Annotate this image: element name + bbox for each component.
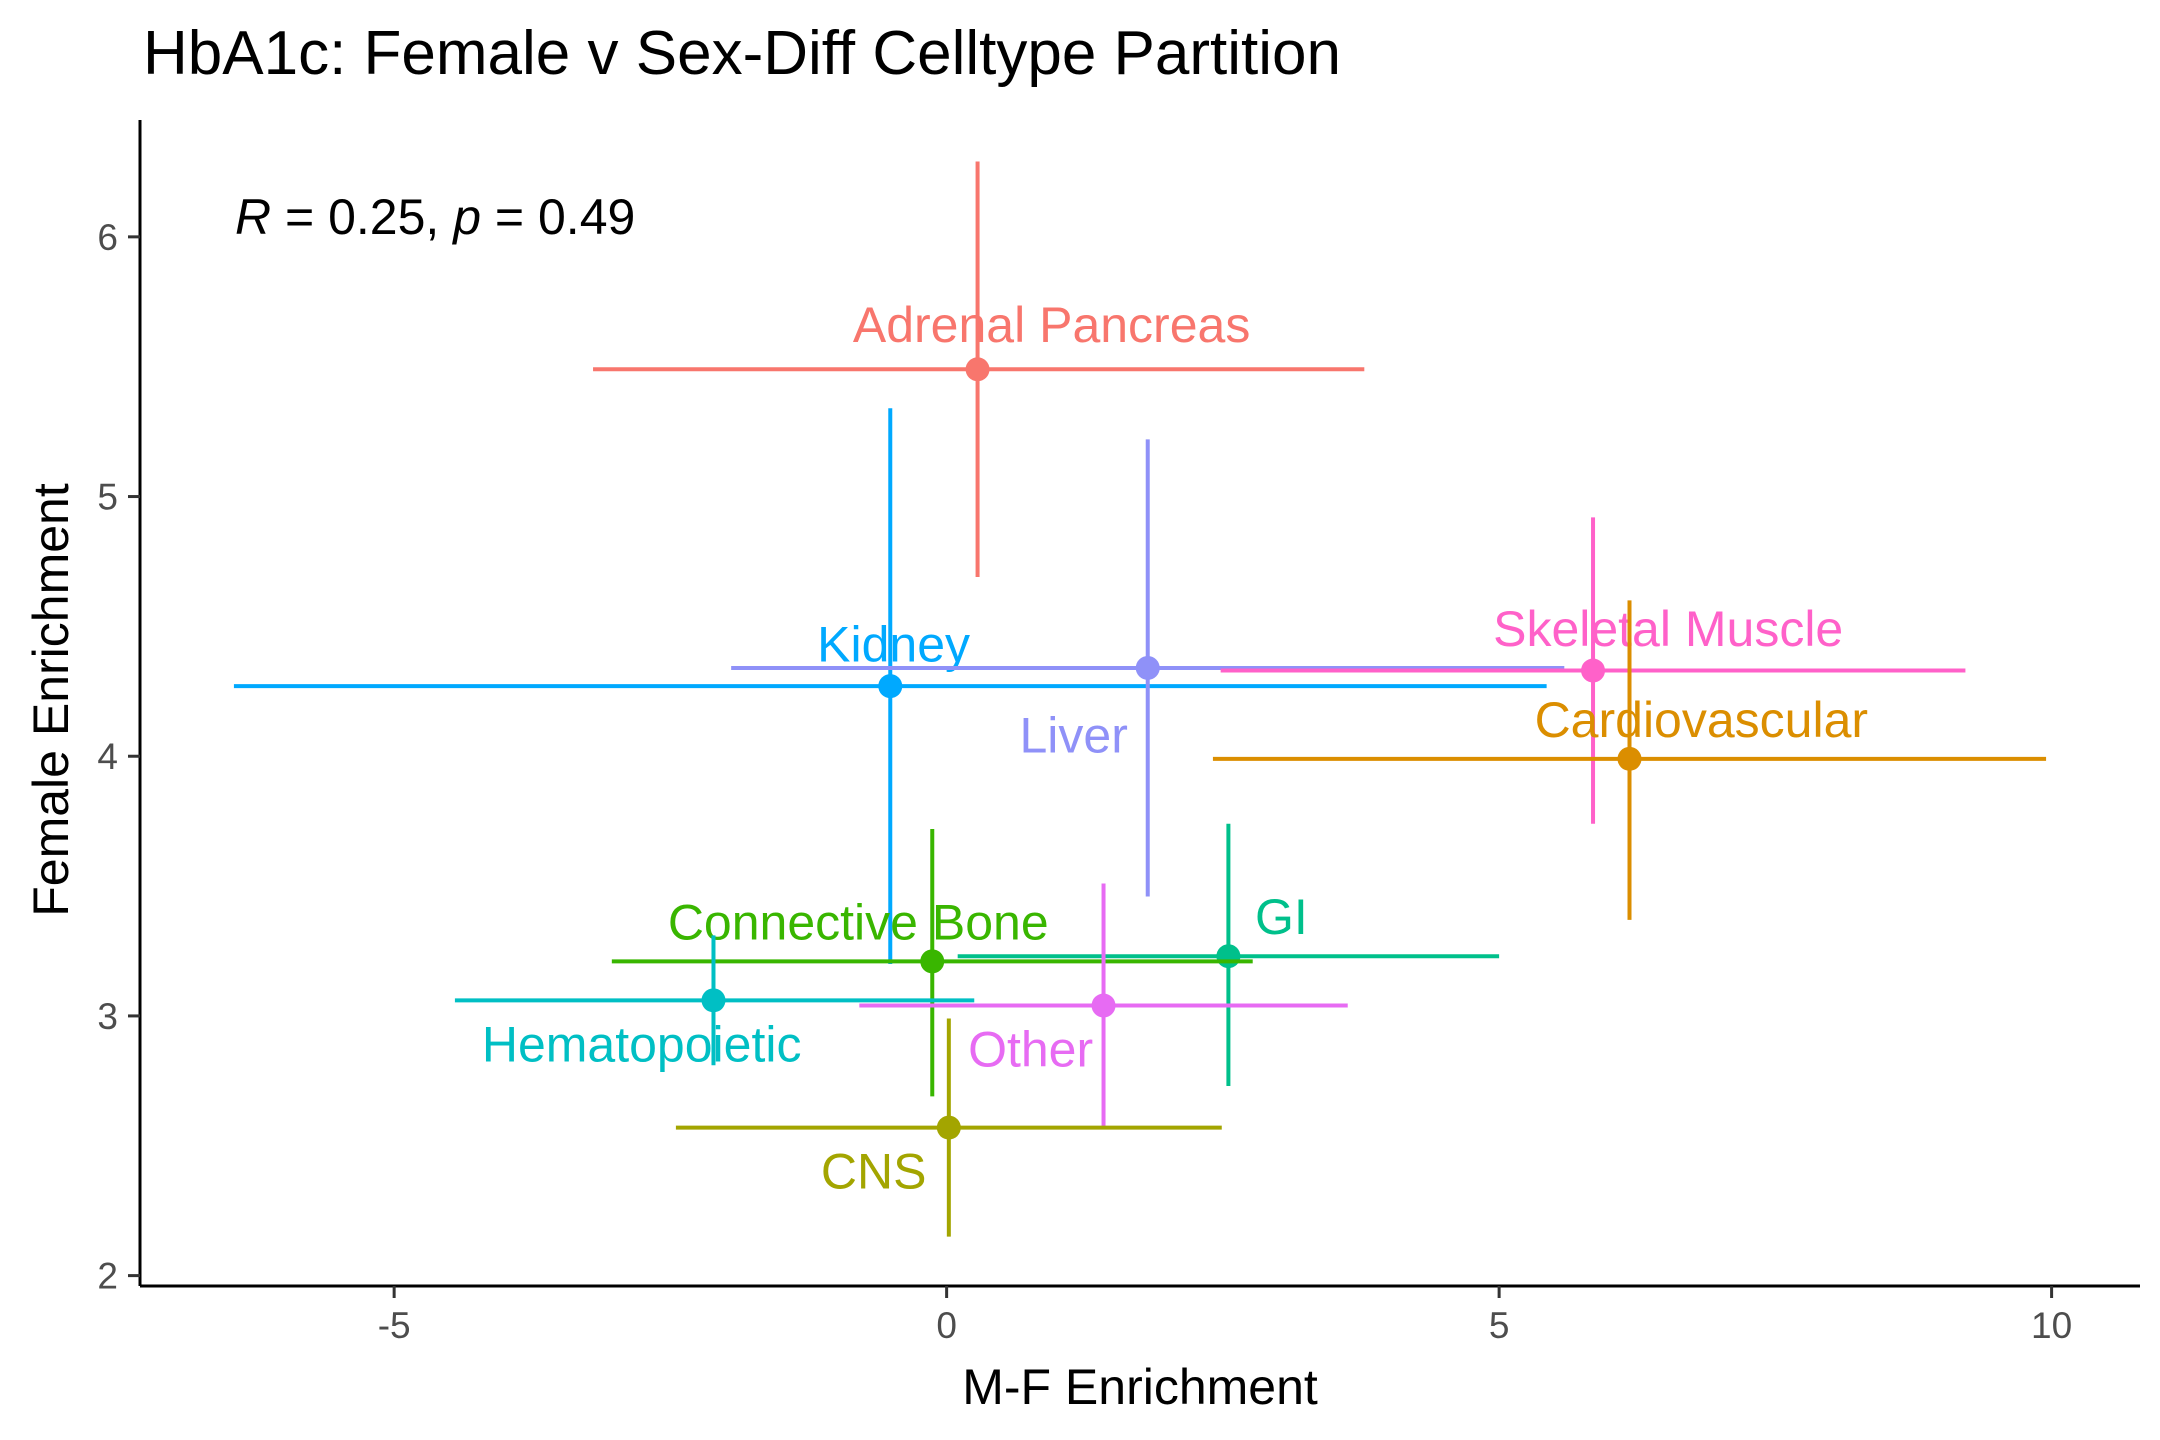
data-point xyxy=(1135,655,1160,680)
chart-title: HbA1c: Female v Sex-Diff Celltype Partit… xyxy=(143,19,1341,88)
point-label: Skeletal Muscle xyxy=(1493,601,1843,657)
point-label: Hematopoietic xyxy=(482,1016,802,1072)
point-label: CNS xyxy=(821,1144,927,1200)
y-tick-label: 5 xyxy=(97,477,118,518)
y-tick-label: 3 xyxy=(97,996,118,1037)
x-tick-label: 10 xyxy=(2031,1305,2072,1346)
data-point xyxy=(920,949,945,974)
x-axis-label: M-F Enrichment xyxy=(962,1359,1318,1415)
point-label: Connective Bone xyxy=(668,894,1049,950)
point-label: Adrenal Pancreas xyxy=(853,297,1250,353)
data-point xyxy=(1617,746,1642,771)
data-point xyxy=(701,988,726,1013)
series-cardiovascular: Cardiovascular xyxy=(1212,600,2047,920)
p-symbol: p xyxy=(451,189,481,245)
series-connective-bone: Connective Bone xyxy=(611,828,1253,1097)
point-label: Other xyxy=(968,1022,1093,1078)
data-point xyxy=(965,357,990,382)
point-label: Cardiovascular xyxy=(1535,692,1868,748)
series-kidney: Kidney xyxy=(233,408,1547,964)
y-tick-label: 6 xyxy=(97,217,118,258)
series-skeletal-muscle: Skeletal Muscle xyxy=(1220,517,1966,824)
data-point xyxy=(878,674,903,699)
y-tick-label: 4 xyxy=(97,736,118,777)
x-tick-label: -5 xyxy=(378,1305,411,1346)
x-tick-label: 5 xyxy=(1489,1305,1510,1346)
data-point xyxy=(1581,658,1606,683)
correlation-annotation: R = 0.25, p = 0.49 xyxy=(235,189,635,245)
x-axis-ticks: -5 0 5 10 xyxy=(378,1286,2072,1346)
p-value: = 0.49 xyxy=(481,189,635,245)
series-other: Other xyxy=(859,883,1348,1128)
plot-marks: Adrenal Pancreas Kidney Liver Skeletal Musc… xyxy=(233,161,2047,1237)
x-tick-label: 0 xyxy=(936,1305,957,1346)
series-hematopoietic: Hematopoietic xyxy=(454,935,975,1072)
y-tick-label: 2 xyxy=(97,1256,118,1297)
data-point xyxy=(1216,944,1241,969)
data-point xyxy=(1091,993,1116,1018)
series-cns: CNS xyxy=(675,1018,1222,1237)
r-value: = 0.25, xyxy=(271,189,453,245)
point-label: Liver xyxy=(1020,707,1128,763)
y-axis-label: Female Enrichment xyxy=(23,483,79,917)
point-label: Kidney xyxy=(817,617,970,673)
point-label: GI xyxy=(1255,889,1308,945)
series-adrenal-pancreas: Adrenal Pancreas xyxy=(593,161,1365,578)
y-axis-ticks: 2 3 4 5 6 xyxy=(97,217,140,1297)
data-point xyxy=(936,1115,961,1140)
series-liver: Liver xyxy=(731,439,1565,897)
r-symbol: R xyxy=(235,189,271,245)
